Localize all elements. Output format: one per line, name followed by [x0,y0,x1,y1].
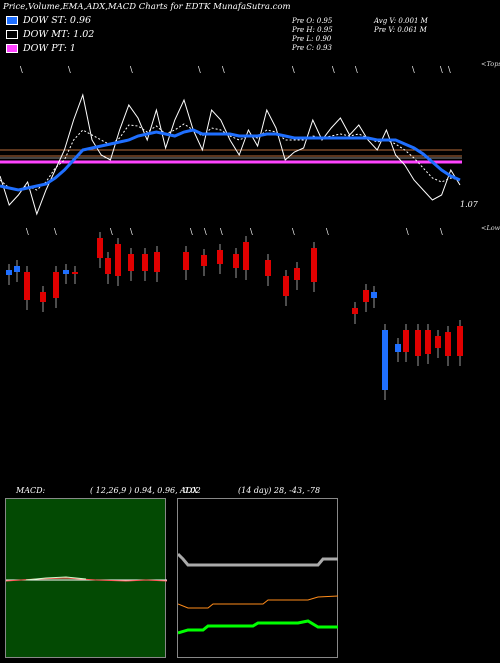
top-marker-3: \ [198,65,201,74]
legend-dow-st: DOW ST: 0.96 [6,15,91,26]
candle-24 [371,292,377,298]
lows-label: <Lows [481,224,500,232]
macd-params: ( 12,26,9 ) 0.94, 0.96, -0.02 [90,486,201,495]
candle-11 [142,254,148,271]
tops-lows-ticks: \ \ \ \ \ \ \ \ \ \ \ \ \ \ \ \ \ \ \ \ \ \ \ [20,65,451,236]
candle-7 [97,238,103,258]
candle-14 [201,255,207,266]
candle-1 [14,266,20,272]
di-plus-line [177,595,339,609]
candle-4 [53,272,59,298]
legend-dow-pt-label: DOW PT: 1 [23,43,76,54]
ohlc-close: Pre C: 0.93 [292,44,332,52]
candle-29 [425,330,431,354]
candle-15 [217,250,223,264]
top-marker-9: \ [440,65,443,74]
candle-5 [63,270,69,274]
low-marker-1: \ [54,227,57,236]
top-marker-1: \ [68,65,71,74]
top-marker-6: \ [332,65,335,74]
candle-31 [445,332,451,356]
low-marker-9: \ [326,227,329,236]
top-marker-4: \ [222,65,225,74]
adx-panel [176,498,339,658]
low-marker-5: \ [204,227,207,236]
candle-10 [128,254,134,271]
candle-18 [265,260,271,276]
candle-3 [40,292,46,302]
low-marker-0: \ [26,227,29,236]
volume-candles [6,232,463,400]
horizontal-levels [0,149,462,164]
low-marker-7: \ [250,227,253,236]
candle-21 [311,248,317,282]
candle-22 [352,308,358,314]
adx-params: (14 day) 28, -43, -78 [238,486,321,495]
legend-swatch-magenta [6,44,18,53]
candle-17 [243,242,249,270]
candle-26 [395,344,401,352]
candle-28 [415,330,421,356]
top-marker-5: \ [292,65,295,74]
candle-0 [6,270,12,275]
legend-dow-mt-label: DOW MT: 1.02 [23,29,95,40]
candle-9 [115,244,121,276]
candle-30 [435,336,441,348]
adx-line [176,552,338,567]
macd-hist [25,576,87,581]
adx-svg [176,552,339,635]
price-lines [0,93,461,216]
legend-swatch-blue [6,16,18,25]
ohlc-open: Pre O: 0.95 [292,17,333,25]
candle-8 [105,258,111,274]
low-marker-10: \ [406,227,409,236]
candle-19 [283,276,289,296]
prev-volume: Pre V: 0.061 M [374,26,427,34]
legend-dow-mt: DOW MT: 1.02 [6,29,94,40]
top-marker-10: \ [448,65,451,74]
legend-dow-pt: DOW PT: 1 [6,43,76,54]
candle-27 [403,330,409,352]
candle-16 [233,254,239,268]
chart-title: Price,Volume,EMA,ADX,MACD Charts for EDT… [3,2,291,12]
candle-12 [154,252,160,272]
macd-header: MACD: [16,486,46,495]
candle-6 [72,272,78,274]
candle-23 [363,290,369,302]
price-series-0 [0,93,461,216]
avg-volume: Avg V: 0.001 M [374,17,428,25]
top-marker-7: \ [355,65,358,74]
low-marker-4: \ [190,227,193,236]
candle-13 [183,252,189,270]
top-marker-8: \ [412,65,415,74]
price-chart: \ \ \ \ \ \ \ \ \ \ \ \ \ \ \ \ \ \ \ \ \ \ \ [0,65,463,400]
low-marker-2: \ [110,227,113,236]
macd-svg [5,576,168,582]
ohlc-high: Pre H: 0.95 [292,26,333,34]
low-marker-6: \ [220,227,223,236]
macd-panel [5,498,168,658]
low-marker-8: \ [292,227,295,236]
candle-20 [294,268,300,280]
tops-label: <Tops [481,60,500,68]
legend-swatch-black [6,30,18,39]
top-marker-2: \ [130,65,133,74]
candle-25 [382,330,388,390]
adx-name: ADX [180,486,198,495]
legend-dow-st-label: DOW ST: 0.96 [23,15,92,26]
candle-32 [457,326,463,356]
ohlc-low: Pre L: 0.90 [292,35,332,43]
low-marker-11: \ [440,227,443,236]
last-price-label: 1.07 [460,200,478,209]
candle-2 [24,272,30,300]
macd-name: MACD [16,486,43,495]
price-series-2 [0,128,461,192]
low-marker-3: \ [130,227,133,236]
di-minus-line [177,619,338,635]
top-marker-0: \ [20,65,23,74]
